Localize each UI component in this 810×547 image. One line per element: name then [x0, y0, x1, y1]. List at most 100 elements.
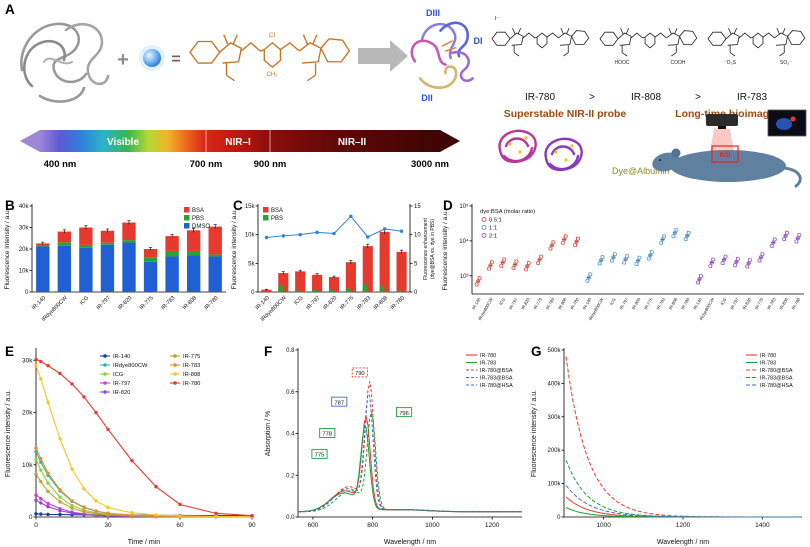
svg-text:10k: 10k — [245, 233, 256, 239]
svg-text:775: 775 — [315, 453, 325, 459]
chart-panel-e: 0 30 60 90 0 10k 20k 30k Time / min Fluorescence … — [2, 342, 260, 547]
svg-text:Fluorescence intensity / a.u.: Fluorescence intensity / a.u. — [4, 208, 11, 289]
svg-text:IR-783: IR-783 — [760, 361, 776, 367]
svg-text:90: 90 — [248, 522, 256, 529]
svg-text:ICG: ICG — [498, 297, 506, 306]
svg-text:0: 0 — [557, 515, 561, 521]
svg-text:2:1: 2:1 — [489, 234, 497, 240]
methyl-label: CH₃ — [266, 72, 278, 78]
dye-name-ir808: IR-808 — [631, 92, 661, 103]
svg-text:5: 5 — [414, 261, 418, 267]
excitation-beam — [710, 129, 734, 152]
svg-text:0.6: 0.6 — [286, 390, 295, 396]
svg-text:IR-780: IR-780 — [390, 295, 406, 311]
svg-text:IR-783@BSA: IR-783@BSA — [480, 376, 513, 382]
svg-text:400k: 400k — [547, 381, 561, 387]
chlorine-label: Cl — [269, 32, 276, 39]
svg-text:IR-140: IR-140 — [582, 296, 593, 310]
tick-3000nm: 3000 nm — [411, 159, 449, 170]
svg-text:1:1: 1:1 — [489, 226, 497, 232]
panel-label-f: F — [264, 344, 273, 359]
svg-text:PBS: PBS — [271, 216, 283, 222]
svg-text:20k: 20k — [19, 247, 30, 253]
svg-text:IR-820: IR-820 — [322, 295, 338, 311]
mouse-body — [670, 150, 786, 182]
svg-text:IR-797: IR-797 — [305, 295, 321, 311]
cooh-left-label: HOOC — [615, 60, 630, 66]
svg-text:Fluorescence intensity / a.u.: Fluorescence intensity / a.u. — [5, 390, 12, 477]
svg-text:IR-780: IR-780 — [760, 353, 776, 359]
svg-text:300k: 300k — [547, 415, 561, 421]
svg-text:IR-797: IR-797 — [618, 296, 629, 310]
svg-text:1200: 1200 — [676, 522, 691, 529]
svg-text:Wavelength / nm: Wavelength / nm — [384, 539, 436, 546]
svg-text:10³: 10³ — [460, 274, 469, 280]
svg-text:60: 60 — [176, 522, 184, 529]
cooh-right-label: COOH — [671, 60, 686, 66]
svg-text:IR-780@HSA: IR-780@HSA — [480, 383, 513, 389]
svg-text:0.8: 0.8 — [286, 348, 295, 354]
svg-text:0: 0 — [25, 290, 29, 296]
svg-text:IR-140: IR-140 — [31, 295, 47, 311]
svg-text:ICG: ICG — [113, 372, 124, 378]
svg-text:IR-808: IR-808 — [778, 296, 789, 310]
svg-text:790: 790 — [355, 371, 365, 377]
dye-name-ir780: IR-780 — [525, 92, 555, 103]
panel-label-d: D — [443, 198, 453, 213]
svg-text:796: 796 — [399, 411, 409, 417]
tick-900nm: 900 nm — [254, 159, 287, 170]
svg-text:IR-820: IR-820 — [117, 295, 133, 311]
mouse-imaging-scene: ROI — [652, 109, 807, 188]
svg-text:IR-775: IR-775 — [183, 354, 200, 360]
svg-text:IR-797: IR-797 — [113, 381, 130, 387]
svg-text:IR-820: IR-820 — [113, 390, 130, 396]
svg-text:Fluorescence intensity / a.u.: Fluorescence intensity / a.u. — [231, 208, 238, 289]
nir-camera — [706, 114, 738, 126]
domain-diii-label: DIII — [426, 8, 440, 18]
svg-text:IR-780: IR-780 — [183, 381, 200, 387]
svg-text:40k: 40k — [19, 204, 30, 210]
dye-albumin-complex — [498, 129, 583, 172]
svg-text:IR-140: IR-140 — [471, 296, 482, 310]
plus-sign: + — [117, 49, 129, 71]
panel-a-schematic: + = Cl CH₃ DIII DI DII — [20, 8, 807, 188]
iodide-label: I⁻ — [495, 16, 500, 22]
svg-text:30k: 30k — [22, 357, 33, 364]
svg-text:IR-780@BSA: IR-780@BSA — [480, 368, 513, 374]
svg-text:DMSO: DMSO — [192, 224, 210, 230]
svg-text:ICG: ICG — [609, 297, 617, 306]
chart-panel-f: 600 800 1000 1200 0.0 0.2 0.4 0.6 0.8 Wavelength … — [262, 342, 528, 547]
so3-left-label: ⁻O₃S — [724, 60, 737, 66]
panel-label-a: A — [5, 2, 15, 17]
svg-text:1000: 1000 — [425, 522, 440, 529]
svg-text:Wavelength / nm: Wavelength / nm — [657, 539, 709, 546]
svg-text:Absorption / %: Absorption / % — [265, 411, 272, 457]
panel-label-c: C — [233, 198, 243, 213]
reaction-arrow — [358, 40, 408, 72]
svg-text:IR-775: IR-775 — [643, 296, 654, 310]
albumin-protein-ribbon — [20, 22, 110, 103]
svg-text:10⁴: 10⁴ — [459, 238, 469, 245]
svg-text:IRdye800CW: IRdye800CW — [113, 363, 148, 369]
svg-text:IR-808: IR-808 — [557, 296, 568, 310]
panel-label-g: G — [531, 344, 542, 359]
svg-text:IR-140: IR-140 — [113, 354, 130, 360]
svg-text:Fluorescence intensity / a.u.: Fluorescence intensity / a.u. — [531, 390, 538, 477]
svg-text:1200: 1200 — [485, 522, 500, 529]
svg-text:IR-780: IR-780 — [680, 296, 691, 310]
svg-text:10: 10 — [414, 233, 421, 239]
svg-text:IR-775: IR-775 — [139, 295, 155, 311]
svg-text:IR-780: IR-780 — [480, 353, 496, 359]
svg-text:ICG: ICG — [79, 295, 90, 306]
svg-text:0.2: 0.2 — [286, 473, 295, 479]
svg-text:20k: 20k — [22, 410, 33, 417]
svg-text:IR-820: IR-820 — [520, 296, 531, 310]
svg-text:IR-820: IR-820 — [741, 296, 752, 310]
svg-text:IR-140: IR-140 — [692, 296, 703, 310]
svg-text:IR-783: IR-783 — [545, 296, 556, 310]
nir1-region-label: NIR–I — [225, 137, 251, 148]
svg-text:500k: 500k — [547, 348, 561, 354]
panel-label-e: E — [5, 344, 15, 359]
chart-panel-g: 1000 1200 1400 0 100k 200k 300k 400k 500k Wavelen… — [528, 342, 808, 547]
svg-text:0.5:1: 0.5:1 — [489, 218, 502, 224]
